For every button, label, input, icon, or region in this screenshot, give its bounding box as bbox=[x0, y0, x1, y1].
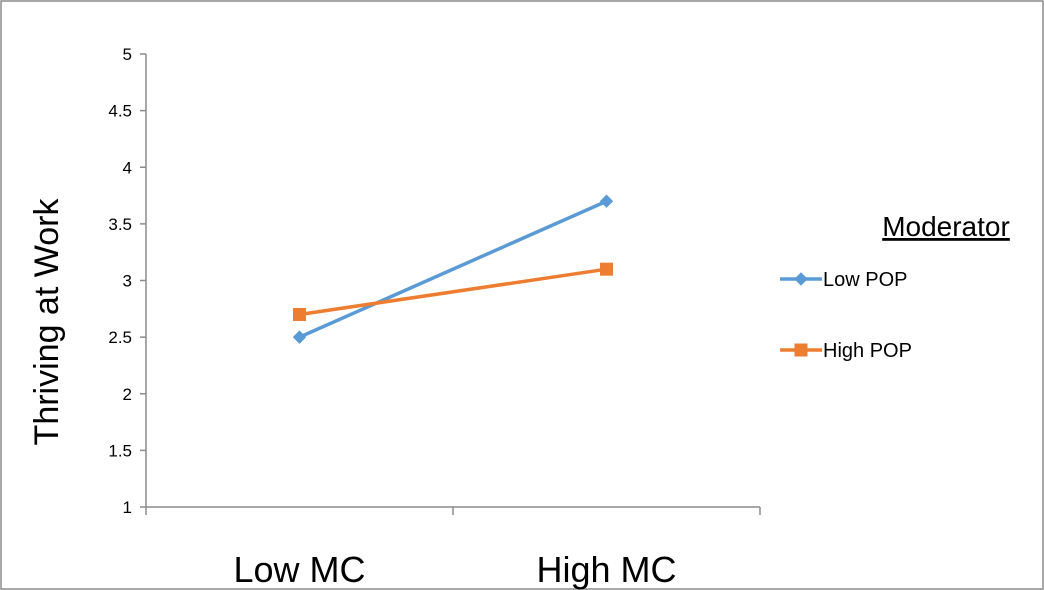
legend-item: Low POP bbox=[780, 269, 907, 291]
series-layer bbox=[292, 194, 614, 344]
data-point bbox=[292, 330, 307, 344]
y-tick-label: 1 bbox=[123, 498, 132, 517]
y-tick-label: 3 bbox=[123, 272, 132, 291]
series-low-pop bbox=[292, 194, 614, 344]
y-tick-label: 4.5 bbox=[108, 102, 132, 121]
y-tick-label: 2.5 bbox=[108, 328, 132, 347]
legend-title: Moderator bbox=[882, 211, 1010, 242]
legend-marker bbox=[794, 272, 808, 286]
legend-items: Low POP High POP bbox=[780, 269, 912, 362]
y-tick-label: 4 bbox=[123, 158, 132, 177]
y-tick-label: 1.5 bbox=[108, 441, 132, 460]
series-high-pop bbox=[293, 262, 613, 321]
legend-label: Low POP bbox=[823, 269, 907, 291]
series-line bbox=[299, 267, 607, 317]
data-point bbox=[599, 194, 614, 208]
y-tick-label: 2 bbox=[123, 385, 132, 404]
legend-label: High POP bbox=[823, 340, 912, 362]
series-line bbox=[298, 199, 608, 339]
x-ticks: Low MC High MC bbox=[145, 507, 761, 590]
y-axis-label: Thriving at Work bbox=[28, 198, 66, 446]
y-ticks: 1 1.5 2 2.5 3 3.5 4 4.5 5 bbox=[108, 45, 146, 517]
y-tick-label: 3.5 bbox=[108, 215, 132, 234]
legend: Moderator Low POP High POP bbox=[780, 211, 1010, 362]
x-category-label: High MC bbox=[536, 549, 676, 590]
legend-marker bbox=[794, 343, 808, 357]
y-tick-label: 5 bbox=[123, 45, 132, 64]
data-point bbox=[600, 262, 613, 276]
data-point bbox=[293, 307, 306, 321]
legend-item: High POP bbox=[780, 340, 912, 362]
x-category-label: Low MC bbox=[233, 549, 365, 590]
